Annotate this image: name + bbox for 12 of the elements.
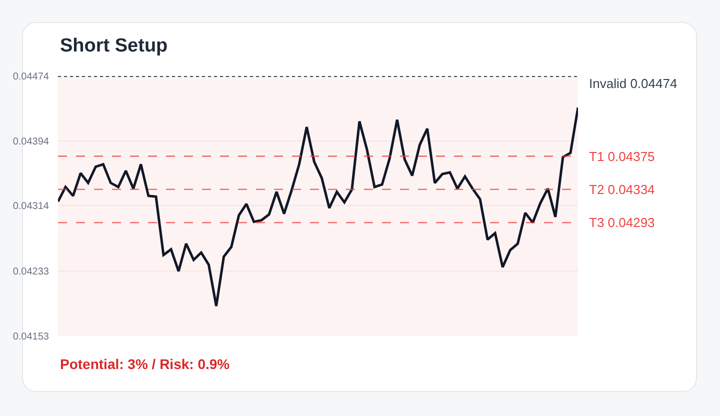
chart-title: Short Setup <box>60 36 168 57</box>
text: Potential: 3% / Risk: 0.9% <box>60 356 230 372</box>
y-tick-label: 0.04314 <box>12 201 50 212</box>
ref-line-label: T2 0.04334 <box>589 182 655 197</box>
y-tick-label: 0.04153 <box>12 332 50 342</box>
ref-line-label: T3 0.04293 <box>589 215 655 230</box>
y-tick-label: 0.04474 <box>12 72 50 82</box>
ref-line-label: Invalid 0.04474 <box>589 76 678 91</box>
ref-line-label: T1 0.04375 <box>589 149 655 164</box>
line-series <box>58 106 578 308</box>
y-tick-label: 0.04233 <box>12 266 50 278</box>
y-tick-label: 0.04394 <box>12 136 50 148</box>
